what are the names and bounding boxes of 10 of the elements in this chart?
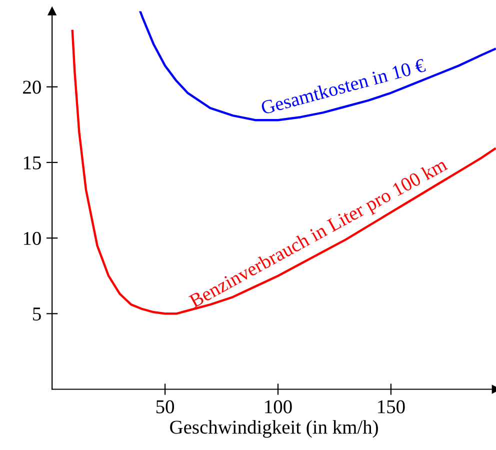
line-series [71,30,496,315]
x-tick-label: 50 [156,400,174,414]
y-tick-label: 10 [24,232,41,245]
y-tick-label: 20 [23,80,41,94]
x-tick-label: 100 [265,400,292,414]
x-axis-title: Geschwindigkeit (in km/h) [170,420,378,438]
y-tick-label: 15 [24,156,41,170]
line-series [139,11,496,122]
x-tick-label: 150 [378,400,405,414]
y-tick-label: 5 [33,308,41,321]
